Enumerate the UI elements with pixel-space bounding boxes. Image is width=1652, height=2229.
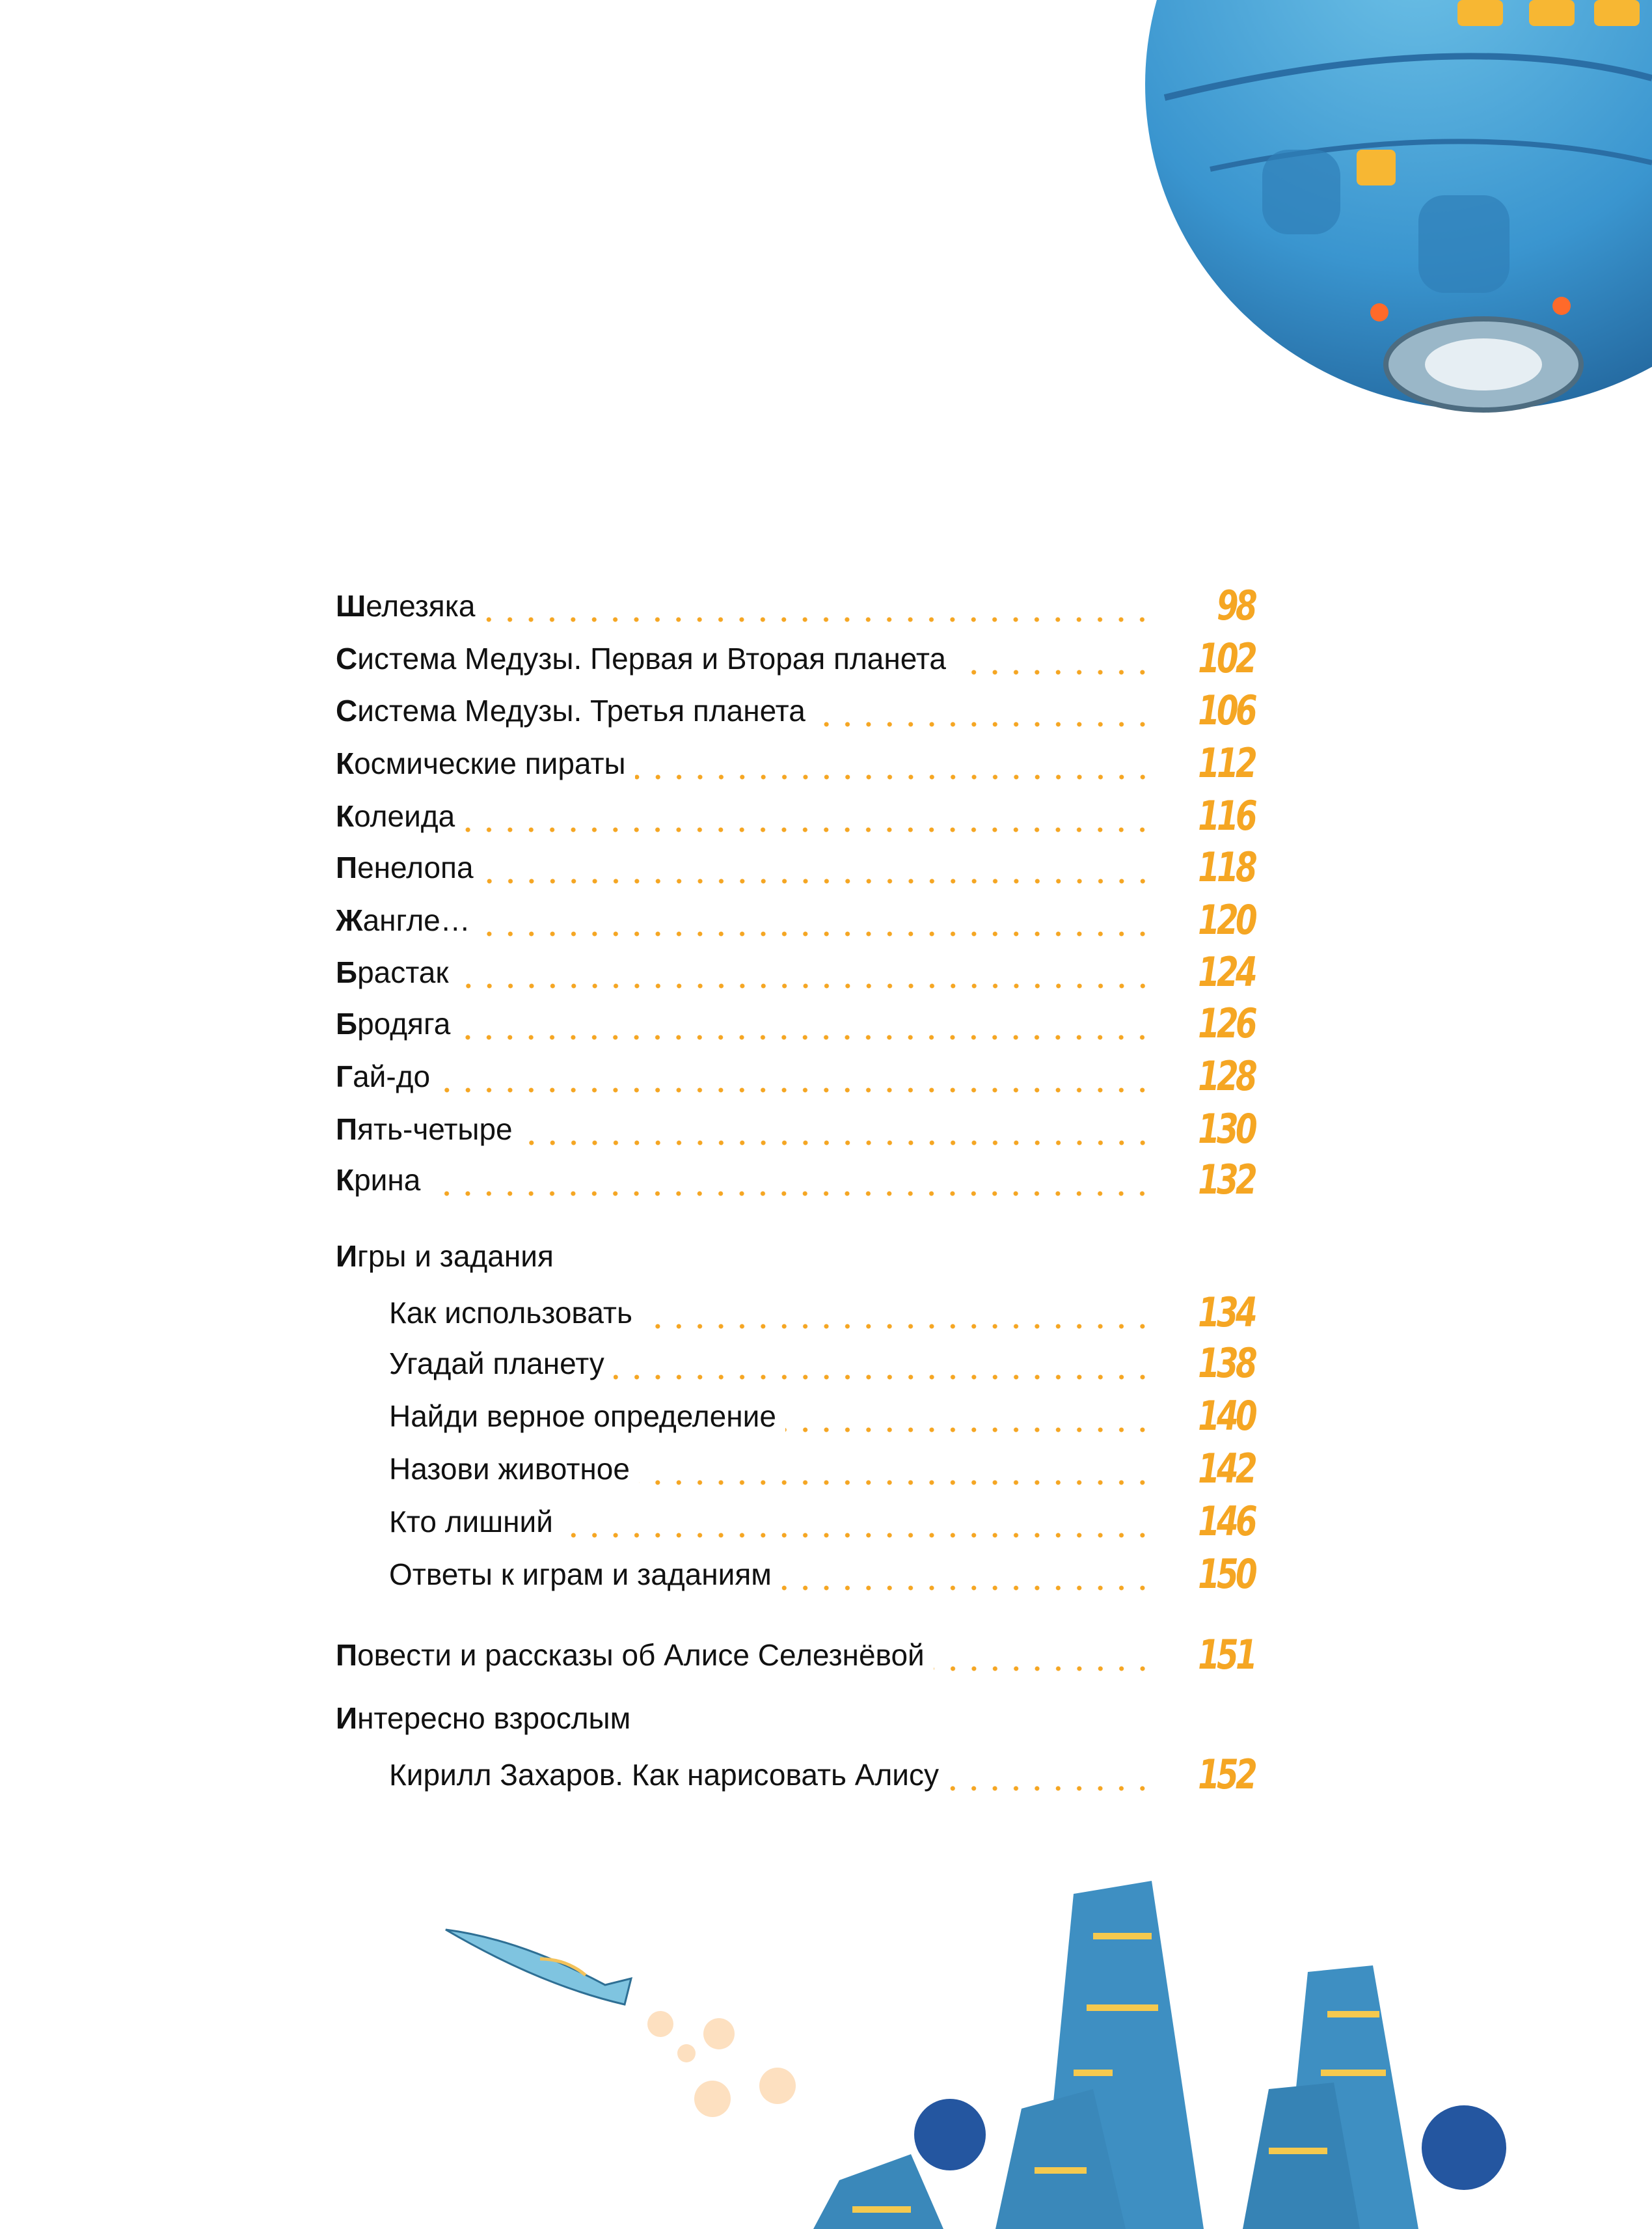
page-number: 140 <box>1198 1392 1258 1440</box>
dot-leader <box>479 901 1153 940</box>
toc-entry[interactable]: Кто лишний 146 <box>389 1489 1258 1545</box>
dot-leader <box>814 691 1153 730</box>
page-number: 152 <box>1198 1751 1258 1798</box>
toc-entry[interactable]: Гай-до 128 <box>336 1044 1258 1100</box>
toc-entry-title: Брастак <box>336 955 449 989</box>
dot-leader <box>785 1397 1153 1436</box>
city-towers-illustration <box>813 1881 1506 2229</box>
page-number: 134 <box>1198 1289 1258 1336</box>
page-number: 128 <box>1198 1052 1258 1100</box>
page-number: 106 <box>1198 687 1258 734</box>
toc-entry[interactable]: Как использовать 134 <box>389 1280 1258 1336</box>
toc-entry-title: Система Медузы. Третья планета <box>336 694 806 728</box>
page-number: 150 <box>1198 1550 1258 1598</box>
toc-heading-title: Игры и задания <box>336 1239 554 1273</box>
small-spaceship-illustration <box>445 1928 633 2006</box>
page-number: 112 <box>1198 739 1258 787</box>
toc-entry-title: Бродяга <box>336 1007 451 1041</box>
toc-entry[interactable]: Бродяга 126 <box>336 991 1258 1047</box>
toc-entry[interactable]: Жангле… 120 <box>336 888 1258 944</box>
toc-heading-title: Интересно взрослым <box>336 1701 631 1735</box>
toc-entry-title: Шелезяка <box>336 589 476 623</box>
toc-entry[interactable]: Система Медузы. Первая и Вторая планета 1… <box>336 626 1258 682</box>
dot-leader <box>484 586 1153 625</box>
page-number: 116 <box>1198 792 1258 840</box>
dot-leader <box>780 1555 1153 1594</box>
planet-spaceship-illustration <box>1145 0 1652 413</box>
toc-entry-title: Пять-четыре <box>336 1112 513 1146</box>
toc-entry-title: Пенелопа <box>336 851 474 884</box>
dot-leader <box>933 1635 1153 1675</box>
toc-entry[interactable]: Брастак 124 <box>336 940 1258 996</box>
toc-entry-title: Назови животное <box>389 1452 630 1486</box>
toc-entry-title: Колеида <box>336 799 455 833</box>
toc-entry-title: Гай-до <box>336 1060 431 1093</box>
page-number: 138 <box>1198 1339 1258 1387</box>
toc-section-heading: Игры и задания <box>336 1237 563 1276</box>
toc-entry[interactable]: Кирилл Захаров. Как нарисовать Алису 152 <box>389 1742 1258 1798</box>
toc-entry[interactable]: Крина 132 <box>336 1147 1258 1203</box>
dot-leader <box>948 1755 1153 1794</box>
bubbles-illustration <box>647 2011 796 2117</box>
dot-leader <box>613 1344 1153 1383</box>
toc-entry-title: Кирилл Захаров. Как нарисовать Алису <box>389 1758 940 1792</box>
page-number: 126 <box>1198 1000 1258 1047</box>
dot-leader <box>457 953 1153 992</box>
toc-entry-title: Жангле… <box>336 903 470 937</box>
toc-entry-title: Как использовать <box>389 1296 632 1330</box>
page-number: 142 <box>1198 1445 1258 1492</box>
page-number: 130 <box>1198 1105 1258 1153</box>
toc-entry[interactable]: Повести и рассказы об Алисе Селезнёвой 15… <box>336 1622 1258 1678</box>
dot-leader <box>562 1502 1153 1541</box>
page-number: 120 <box>1198 896 1258 944</box>
page-number: 118 <box>1198 843 1258 891</box>
toc-entry[interactable]: Назови животное 142 <box>389 1436 1258 1492</box>
page-number: 102 <box>1198 635 1258 682</box>
dot-leader <box>521 1110 1153 1149</box>
toc-entry-title: Угадай планету <box>389 1347 604 1380</box>
toc-entry-title: Система Медузы. Первая и Вторая планета <box>336 642 946 676</box>
dot-leader <box>638 1449 1153 1488</box>
toc-entry[interactable]: Система Медузы. Третья планета 106 <box>336 678 1258 734</box>
dot-leader <box>459 1004 1153 1043</box>
toc-entry[interactable]: Пять-четыре 130 <box>336 1097 1258 1153</box>
toc-entry-title: Кто лишний <box>389 1505 553 1538</box>
toc-entry-title: Найди верное определение <box>389 1399 776 1433</box>
toc-entry[interactable]: Шелезяка 98 <box>336 573 1258 629</box>
dot-leader <box>464 797 1153 836</box>
page-number: 124 <box>1198 948 1258 996</box>
toc-entry-title: Крина <box>336 1163 421 1197</box>
page-number: 132 <box>1198 1156 1258 1203</box>
toc-entry-title: Ответы к играм и заданиям <box>389 1557 772 1591</box>
toc-entry[interactable]: Ответы к играм и заданиям 150 <box>389 1542 1258 1598</box>
toc-entry-title: Повести и рассказы об Алисе Селезнёвой <box>336 1638 925 1672</box>
toc-entry-title: Космические пираты <box>336 746 626 780</box>
dot-leader <box>429 1160 1153 1199</box>
toc-entry[interactable]: Найди верное определение 140 <box>389 1384 1258 1440</box>
toc-entry[interactable]: Колеида 116 <box>336 784 1258 840</box>
page-number: 146 <box>1198 1497 1258 1545</box>
toc-entry[interactable]: Угадай планету 138 <box>389 1331 1258 1387</box>
page-number: 151 <box>1198 1631 1258 1678</box>
dot-leader <box>641 1293 1153 1332</box>
dot-leader <box>634 744 1153 783</box>
toc-entry[interactable]: Космические пираты 112 <box>336 731 1258 787</box>
page-number: 98 <box>1217 582 1258 629</box>
dot-leader <box>439 1057 1153 1096</box>
dot-leader <box>955 639 1153 678</box>
toc-entry[interactable]: Пенелопа 118 <box>336 835 1258 891</box>
toc-section-heading: Интересно взрослым <box>336 1699 640 1738</box>
dot-leader <box>482 848 1153 887</box>
